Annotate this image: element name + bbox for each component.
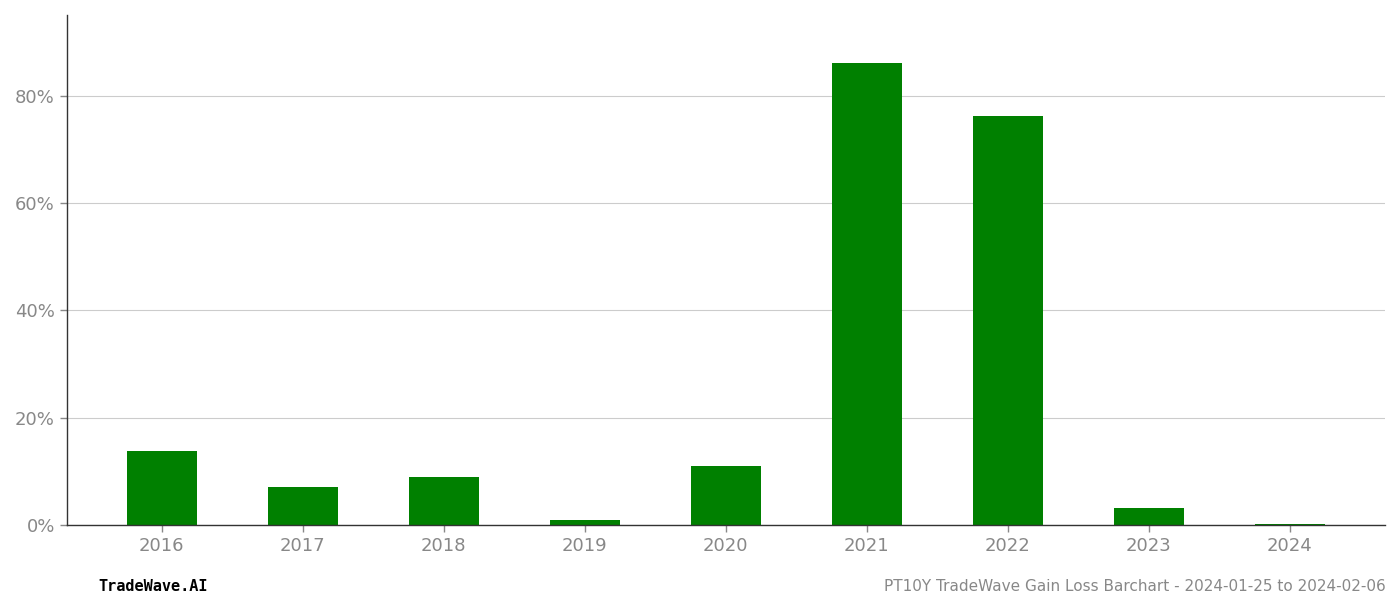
Bar	[267, 487, 337, 525]
Bar	[1254, 524, 1324, 525]
Bar	[409, 477, 479, 525]
Text: PT10Y TradeWave Gain Loss Barchart - 2024-01-25 to 2024-02-06: PT10Y TradeWave Gain Loss Barchart - 202…	[885, 579, 1386, 594]
Bar	[690, 466, 762, 525]
Bar	[832, 64, 902, 525]
Bar	[126, 451, 197, 525]
Bar	[550, 520, 620, 525]
Text: TradeWave.AI: TradeWave.AI	[98, 579, 207, 594]
Bar	[1113, 508, 1184, 525]
Bar	[973, 116, 1043, 525]
